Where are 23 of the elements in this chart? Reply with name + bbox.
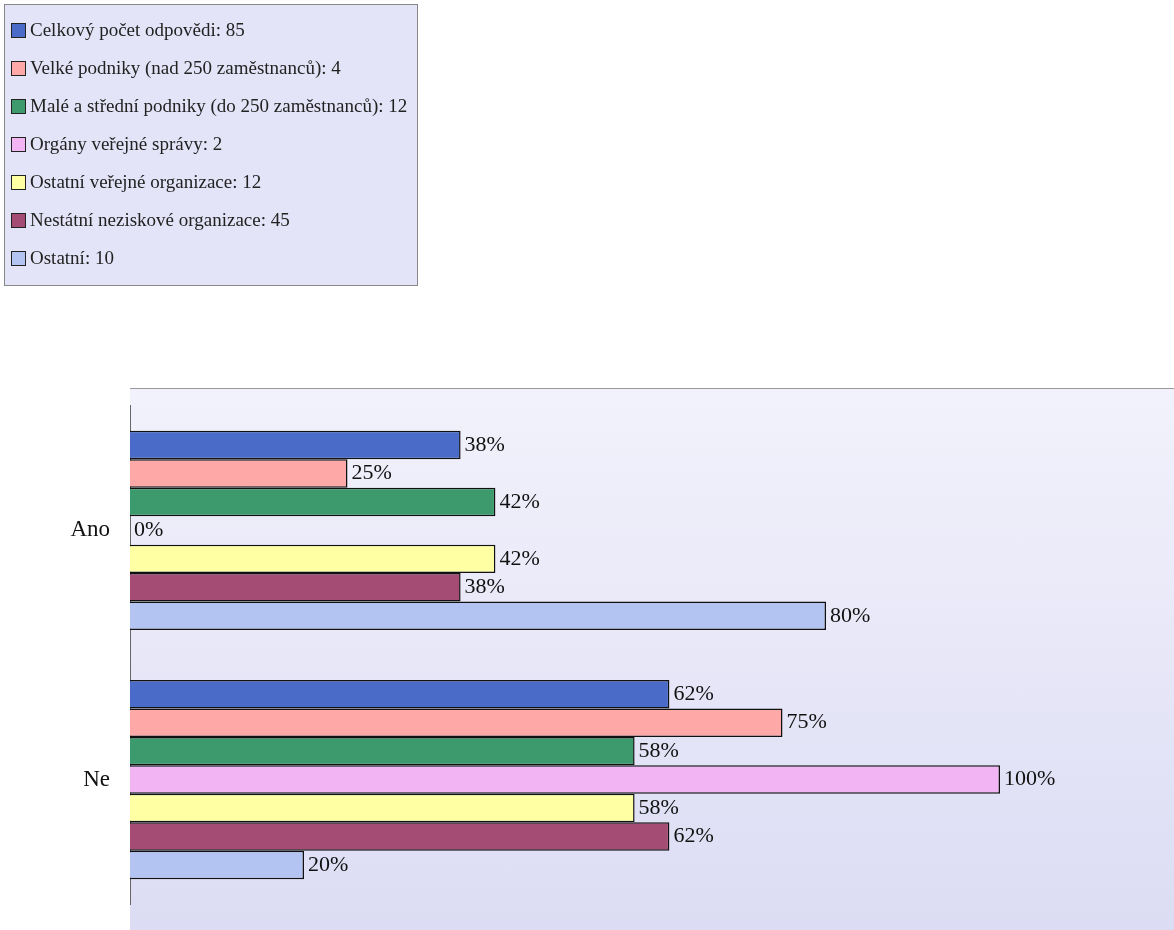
data-label: 42% — [499, 544, 540, 570]
data-label: 25% — [351, 459, 392, 485]
data-label: 20% — [308, 850, 349, 876]
y-tick-label: Ano — [70, 516, 110, 542]
data-label: 62% — [673, 822, 714, 848]
legend-label: Celkový počet odpovědi: 85 — [30, 19, 245, 41]
data-label: 100% — [1004, 765, 1056, 791]
data-label: 75% — [786, 708, 827, 734]
legend-label: Velké podniky (nad 250 zaměstnanců): 4 — [30, 57, 341, 79]
data-label: 38% — [464, 430, 505, 456]
data-label: 58% — [638, 736, 679, 762]
legend-label: Ostatní: 10 — [30, 247, 114, 269]
data-label: 80% — [830, 601, 871, 627]
data-label: 42% — [499, 487, 540, 513]
data-label: 38% — [464, 573, 505, 599]
y-tick-label: Ne — [83, 765, 110, 791]
data-label: 0% — [134, 516, 164, 542]
legend-label: Orgány veřejné správy: 2 — [30, 133, 223, 155]
legend-label: Nestátní neziskové organizace: 45 — [30, 209, 290, 231]
data-label: 58% — [638, 793, 679, 819]
legend-label: Malé a střední podniky (do 250 zaměstnanců): 12 — [30, 95, 408, 117]
legend-label: Ostatní veřejné organizace: 12 — [30, 171, 262, 193]
data-label: 62% — [673, 679, 714, 705]
